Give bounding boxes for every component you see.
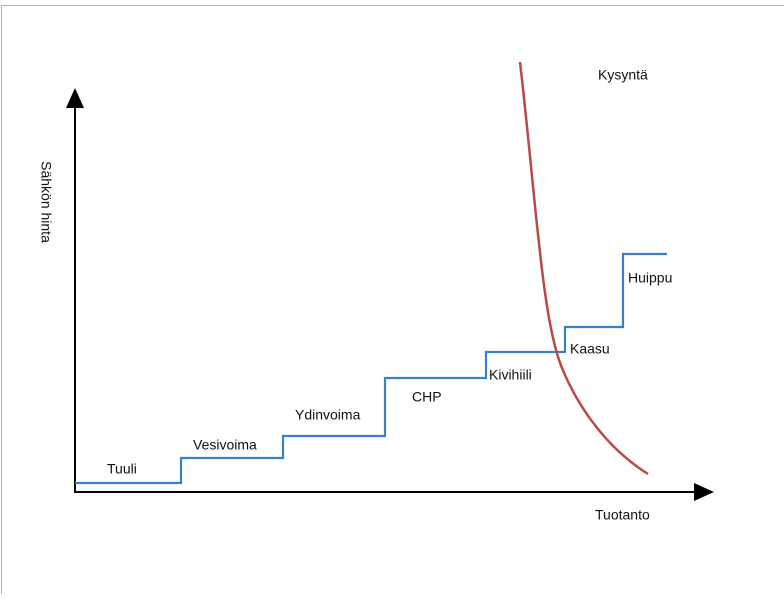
step-label: Vesivoima [193, 437, 257, 453]
frame [2, 6, 784, 595]
demand-label: Kysyntä [598, 67, 648, 83]
step-label: CHP [412, 389, 442, 405]
demand-curve [520, 62, 648, 474]
step-label: Huippu [628, 270, 672, 286]
step-label: Tuuli [107, 461, 137, 477]
x-axis-arrow [694, 483, 714, 501]
y-axis-label: Sähkön hinta [38, 161, 54, 243]
step-label: Kaasu [570, 341, 610, 357]
x-axis-label: Tuotanto [595, 507, 650, 523]
supply-steps [75, 254, 667, 483]
step-label: Ydinvoima [295, 407, 361, 423]
step-label: Kivihiili [489, 367, 532, 383]
y-axis-arrow [66, 88, 84, 108]
